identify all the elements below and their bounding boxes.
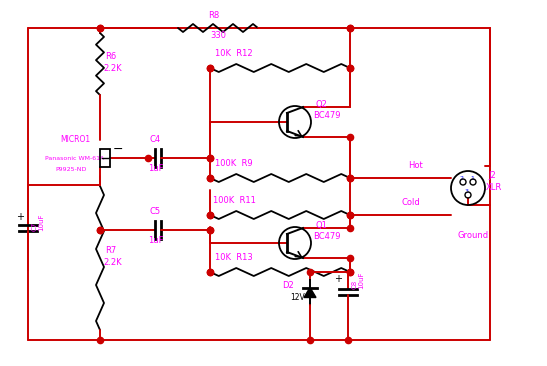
Text: 100K  R11: 100K R11 [213,196,256,205]
Text: 330: 330 [210,31,226,40]
Bar [100,149,110,167]
Text: MICRO1: MICRO1 [60,135,90,144]
Text: XLR: XLR [486,183,502,192]
Text: BC479: BC479 [313,111,340,120]
Text: −: − [113,143,124,156]
Text: BC479: BC479 [313,232,340,241]
Text: +: + [16,212,24,222]
Text: Ground: Ground [458,231,489,240]
Text: 10K  R12: 10K R12 [215,49,253,58]
Text: 10K  R13: 10K R13 [215,253,253,262]
Text: 10uF: 10uF [358,272,364,289]
Text: 2.2K: 2.2K [103,258,121,267]
Text: C5: C5 [150,207,161,216]
Text: J2: J2 [488,171,496,180]
Text: C4: C4 [150,135,161,144]
Text: 1: 1 [470,176,474,181]
Text: R6: R6 [105,52,117,61]
Text: Hot: Hot [408,161,423,170]
Text: Q2: Q2 [315,100,327,109]
Text: P9925-ND: P9925-ND [55,167,86,172]
Text: D2: D2 [282,281,294,290]
Text: 2.2K: 2.2K [103,64,121,73]
Text: 3: 3 [465,189,469,194]
Text: 1uF: 1uF [148,164,164,173]
Text: R7: R7 [105,246,117,255]
Text: R8: R8 [208,11,219,20]
Text: 10uF: 10uF [38,213,44,231]
Text: 2: 2 [460,176,464,181]
Text: C7: C7 [32,222,38,231]
Polygon shape [304,288,316,298]
Text: 12V: 12V [290,293,305,302]
Text: Panasonic WM-61A: Panasonic WM-61A [45,156,104,161]
Text: C8: C8 [352,280,358,289]
Text: +: + [334,274,342,284]
Text: 100K  R9: 100K R9 [215,159,253,168]
Text: Q1: Q1 [315,221,327,230]
Text: Cold: Cold [401,198,420,207]
Text: 1uF: 1uF [148,236,164,245]
